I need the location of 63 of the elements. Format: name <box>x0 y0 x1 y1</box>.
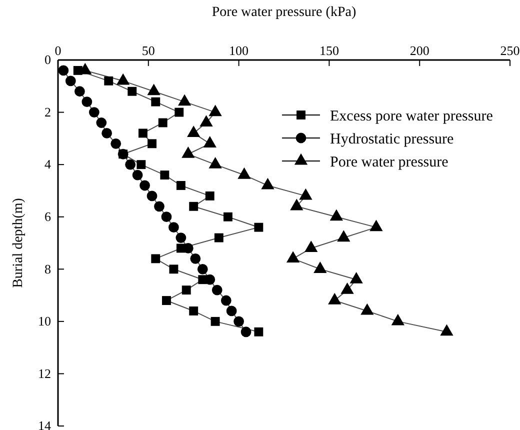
point <box>74 86 85 97</box>
point <box>205 191 214 200</box>
point <box>223 212 232 222</box>
y-tick-label: 6 <box>44 209 52 224</box>
point <box>182 286 191 295</box>
point <box>240 326 252 338</box>
y-tick-label: 2 <box>44 104 51 120</box>
point <box>96 118 107 128</box>
point <box>110 138 122 149</box>
point <box>160 170 170 180</box>
point <box>158 118 168 128</box>
point <box>212 284 222 296</box>
point <box>151 97 160 106</box>
point <box>138 128 148 138</box>
point <box>169 264 178 274</box>
point <box>151 254 160 264</box>
y-tick-label: 14 <box>38 418 52 430</box>
point <box>82 96 92 108</box>
legend-label: Excess pore water pressure <box>330 108 494 124</box>
point <box>102 128 112 138</box>
point <box>234 316 244 327</box>
point <box>128 86 137 96</box>
x-tick-label: 50 <box>142 43 155 58</box>
point <box>88 107 100 118</box>
y-tick-label: 12 <box>38 366 51 381</box>
point <box>254 327 264 336</box>
x-tick-label: 100 <box>229 43 249 58</box>
point <box>125 159 136 170</box>
point <box>162 296 171 305</box>
point <box>168 222 179 233</box>
y-axis-title: Burial depth(m) <box>11 198 26 288</box>
point <box>104 76 114 86</box>
legend-label: Pore water pressure <box>330 154 449 170</box>
legend-label: Hydrostatic pressure <box>330 131 454 148</box>
x-tick-label: 0 <box>54 43 62 58</box>
point <box>174 108 184 117</box>
point <box>58 65 69 76</box>
point <box>214 233 224 242</box>
x-axis-title: Pore water pressure (kPa) <box>212 5 356 20</box>
point <box>210 316 220 326</box>
x-tick-label: 150 <box>319 43 339 58</box>
point <box>154 201 164 212</box>
y-tick-label: 4 <box>44 156 52 172</box>
point <box>254 222 264 232</box>
point <box>136 160 146 170</box>
point <box>65 76 76 86</box>
y-tick-label: 8 <box>44 261 51 276</box>
point <box>176 232 186 243</box>
point <box>189 306 198 316</box>
point <box>176 181 186 190</box>
x-tick-label: 200 <box>410 43 430 58</box>
point <box>132 170 143 180</box>
point <box>161 212 172 222</box>
point <box>226 306 237 316</box>
point <box>189 202 198 211</box>
x-tick-label: 250 <box>500 43 520 58</box>
point <box>148 139 156 148</box>
point <box>197 264 208 274</box>
point <box>146 190 158 202</box>
point <box>220 295 232 306</box>
point <box>140 180 150 191</box>
y-tick-label: 10 <box>38 314 51 329</box>
point <box>190 253 201 264</box>
